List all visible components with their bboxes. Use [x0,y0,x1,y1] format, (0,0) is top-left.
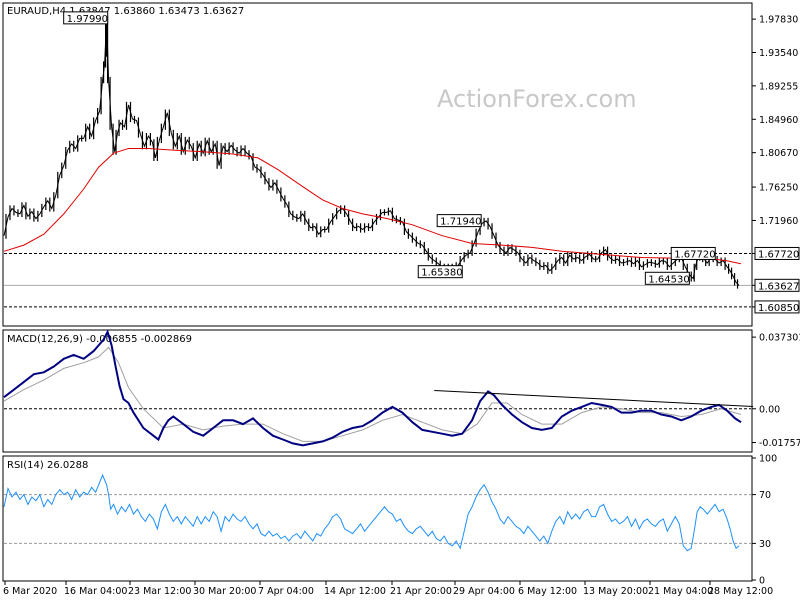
current-price-label-box [754,278,800,292]
price-y-tick-label: 1.93540 [759,48,798,59]
rsi-y-tick-label: 30 [759,539,771,550]
price-annotation-0-box [63,11,109,25]
rsi-y-tick-label: 100 [759,454,777,465]
macd-panel-frame [2,329,753,453]
rsi-y-tick-label: 0 [759,576,765,587]
price-annotation-4-box [644,271,690,285]
price-annotation-1-box [436,214,482,228]
date-tick-label: 6 Mar 2020 [3,586,57,597]
support-price-label: 1.60850 [758,303,799,314]
macd-y-tick-label: 0.037301 [759,333,800,344]
date-tick-label: 16 Mar 04:00 [64,586,127,597]
macd-trendline [434,390,754,407]
date-tick-label: 23 Mar 12:00 [128,586,191,597]
price-annotation-1: 1.71940 [440,217,481,228]
date-tick-label: 7 Apr 04:00 [258,586,314,597]
watermark-text: ActionForex.com [437,85,637,113]
macd-line [3,329,742,447]
level-price-label-box [754,246,800,260]
price-y-tick-label: 1.80670 [759,148,798,159]
moving-average-line [3,148,742,265]
current-price-label: 1.63627 [758,281,799,292]
date-tick-label: 21 May 04:00 [648,586,713,597]
macd-signal-line [3,346,742,442]
date-axis: 6 Mar 2020 16 Mar 04:00 23 Mar 12:00 30 Mar… [3,581,773,597]
rsi-y-tick-label: 70 [759,490,771,501]
rsi-line [3,473,740,552]
date-tick-label: 30 Mar 20:00 [193,586,256,597]
date-tick-label: 6 May 12:00 [518,586,577,597]
price-annotation-0: 1.97990 [67,14,108,25]
macd-y-tick-label: -0.017577 [759,438,800,449]
price-annotation-2: 1.65380 [421,268,462,279]
price-y-tick-label: 1.71960 [759,216,798,227]
price-panel-header: EURAUD,H4 1.63847 1.63860 1.63473 1.6362… [7,6,244,17]
rsi-plot: 100 70 30 0 [3,454,777,587]
price-annotation-2-box [417,265,463,279]
macd-panel-header: MACD(12,26,9) -0.006855 -0.002869 [7,334,192,345]
macd-y-tick-label: 0.00 [759,404,780,415]
price-y-tick-label: 1.76250 [759,183,798,194]
support-price-label-box [754,300,800,314]
price-y-tick-label: 1.97830 [759,15,798,26]
date-tick-label: 14 Apr 12:00 [324,586,386,597]
level-price-label: 1.67720 [758,249,799,260]
price-annotation-3: 1.67720 [674,249,715,260]
price-plot: 1.97830 1.93540 1.89255 1.84960 1.80670 1.762… [3,11,800,314]
price-line [3,18,740,286]
price-annotation-4: 1.64530 [648,274,689,285]
price-y-tick-label: 1.84960 [759,115,798,126]
macd-plot: 0.037301 0.00 -0.017577 [3,329,800,449]
rsi-panel-frame [2,455,753,582]
date-tick-label: 13 May 20:00 [583,586,648,597]
price-annotation-3-box [670,246,716,260]
date-tick-label: 28 May 12:00 [708,586,773,597]
date-tick-label: 21 Apr 20:00 [390,586,452,597]
date-tick-label: 29 Apr 04:00 [453,586,515,597]
price-panel-frame [2,2,753,327]
price-y-tick-label: 1.89255 [759,81,798,92]
rsi-panel-header: RSI(14) 26.0288 [7,460,88,471]
